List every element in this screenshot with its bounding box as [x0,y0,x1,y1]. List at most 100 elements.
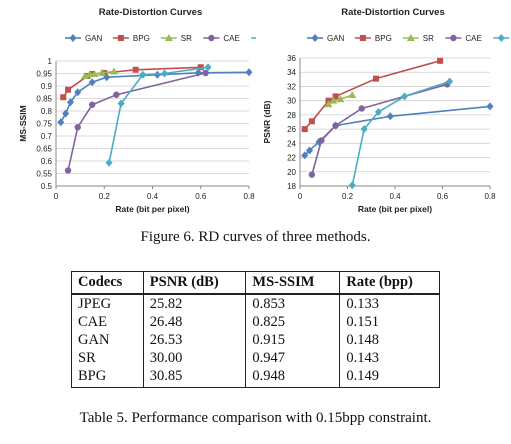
psnr-legend-label-sr: SR [423,34,434,43]
ssim-y-tick-label: 0.85 [36,95,52,104]
cell-ms-ssim: 0.853 [245,294,341,313]
psnr-chart-title: Rate-Distortion Curves [341,7,444,18]
ssim-legend-marker-cae [208,34,215,42]
ssim-data-point-bpg [132,66,139,73]
ssim-data-point-cae [74,124,81,131]
col-header-ms-ssim: MS-SSIM [245,271,341,295]
cell-psnr: 30.85 [142,367,247,388]
ssim-data-point-sr [109,67,118,75]
ssim-y-tick-label: 0.55 [36,170,52,179]
cell-codec: GAN [71,331,144,349]
ssim-y-tick-label: 0.5 [41,182,53,191]
psnr-chart-svg: Rate-Distortion CurvesGANBPGSRCAEJPEG182… [262,7,510,214]
cell-ms-ssim: 0.825 [245,313,341,331]
ssim-data-point-jpeg [105,158,113,167]
psnr-y-tick-label: 22 [287,154,296,163]
psnr-data-point-cae [358,105,365,112]
ssim-x-tick-label: 0.4 [147,192,159,201]
psnr-y-axis-label: PSNR (dB) [262,100,272,143]
table-header-row: Codecs PSNR (dB) MS-SSIM Rate (bpp) [71,271,440,295]
psnr-x-tick-label: 0.6 [437,192,449,201]
ssim-x-tick-label: 0 [54,192,59,201]
psnr-data-point-sr [348,90,357,98]
psnr-y-tick-label: 32 [287,82,296,91]
col-header-rate: Rate (bpp) [339,271,440,295]
ssim-data-point-cae [88,101,96,108]
ssim-legend-label-gan: GAN [85,34,103,43]
ssim-data-point-cae [64,167,72,174]
ssim-x-tick-label: 0.2 [99,192,111,201]
cell-psnr: 26.48 [142,313,247,331]
ssim-data-point-bpg [60,94,67,101]
ssim-data-point-gan [74,88,82,97]
ssim-x-tick-label: 0.8 [243,192,255,201]
psnr-data-point-jpeg [374,108,382,117]
psnr-legend-label-bpg: BPG [375,34,392,43]
col-header-psnr: PSNR (dB) [142,271,247,295]
ssim-legend-label-bpg: BPG [133,34,150,43]
table-row: BPG 30.85 0.948 0.149 [71,367,440,388]
psnr-y-tick-label: 34 [287,68,296,77]
cell-rate: 0.148 [339,331,440,349]
psnr-data-point-gan [486,102,494,111]
psnr-y-tick-label: 36 [287,54,296,63]
ssim-data-point-gan [245,68,253,77]
cell-ms-ssim: 0.947 [245,349,341,367]
psnr-x-tick-label: 0.8 [484,192,496,201]
ssim-data-point-bpg [197,64,204,71]
psnr-data-point-jpeg [446,77,454,86]
ssim-y-tick-label: 0.6 [41,157,53,166]
cell-ms-ssim: 0.948 [245,367,341,388]
ms-ssim-chart-svg: Rate-Distortion CurvesGANBPGSRCAEJPEG0.5… [18,7,292,214]
cell-rate: 0.151 [339,313,440,331]
psnr-x-tick-label: 0 [298,192,303,201]
ssim-data-point-cae [202,69,209,77]
psnr-chart: Rate-Distortion CurvesGANBPGSRCAEJPEG182… [255,0,511,230]
ssim-data-point-sr [97,68,106,76]
table-row: CAE 26.48 0.825 0.151 [71,313,440,331]
psnr-data-point-jpeg [401,92,408,101]
table-row: JPEG 25.82 0.853 0.133 [71,294,440,313]
ssim-legend-marker-gan [69,34,77,42]
cell-psnr: 30.00 [142,349,247,367]
psnr-x-tick-label: 0.2 [342,192,354,201]
psnr-y-tick-label: 28 [287,111,296,120]
cell-codec: SR [71,349,144,367]
psnr-legend-marker-jpeg [497,34,505,42]
performance-table: Codecs PSNR (dB) MS-SSIM Rate (bpp) JPEG… [71,271,440,388]
psnr-data-point-cae [308,171,316,178]
psnr-x-axis-label: Rate (bit per pixel) [358,204,432,214]
ssim-legend-marker-sr [164,34,173,41]
ssim-x-axis-label: Rate (bit per pixel) [115,204,189,214]
col-header-codecs: Codecs [71,271,144,295]
figure-caption: Figure 6. RD curves of three methods. [140,229,371,245]
psnr-data-point-bpg [308,118,315,125]
ssim-data-point-bpg [65,86,72,93]
cell-rate: 0.149 [339,367,440,388]
psnr-y-tick-label: 24 [287,139,296,148]
cell-codec: JPEG [71,294,144,313]
psnr-data-point-sr [324,100,333,108]
ssim-y-tick-label: 0.65 [36,145,52,154]
table-row: SR 30.00 0.947 0.143 [71,349,440,367]
ssim-y-axis-label: MS-SSIM [18,105,28,141]
table-caption: Table 5. Performance comparison with 0.1… [79,410,432,426]
psnr-data-point-cae [318,137,325,144]
ssim-y-tick-label: 0.7 [41,132,53,141]
psnr-legend-marker-bpg [359,35,366,41]
ssim-legend-label-cae: CAE [223,34,239,43]
table-row: GAN 26.53 0.915 0.148 [71,331,440,349]
cell-rate: 0.143 [339,349,440,367]
psnr-legend-marker-gan [311,34,319,42]
psnr-data-point-bpg [332,93,339,100]
ssim-data-point-sr [90,70,99,77]
psnr-data-point-bpg [373,75,379,82]
ssim-data-point-gan [57,118,65,127]
ssim-y-tick-label: 1 [48,57,53,66]
psnr-data-point-bpg [437,57,444,64]
ssim-series-line-gan [60,71,250,123]
psnr-y-tick-label: 30 [287,97,296,106]
ms-ssim-chart: Rate-Distortion CurvesGANBPGSRCAEJPEG0.5… [0,0,292,230]
ssim-series-line-cae [67,72,206,171]
ssim-data-point-gan [153,70,161,79]
